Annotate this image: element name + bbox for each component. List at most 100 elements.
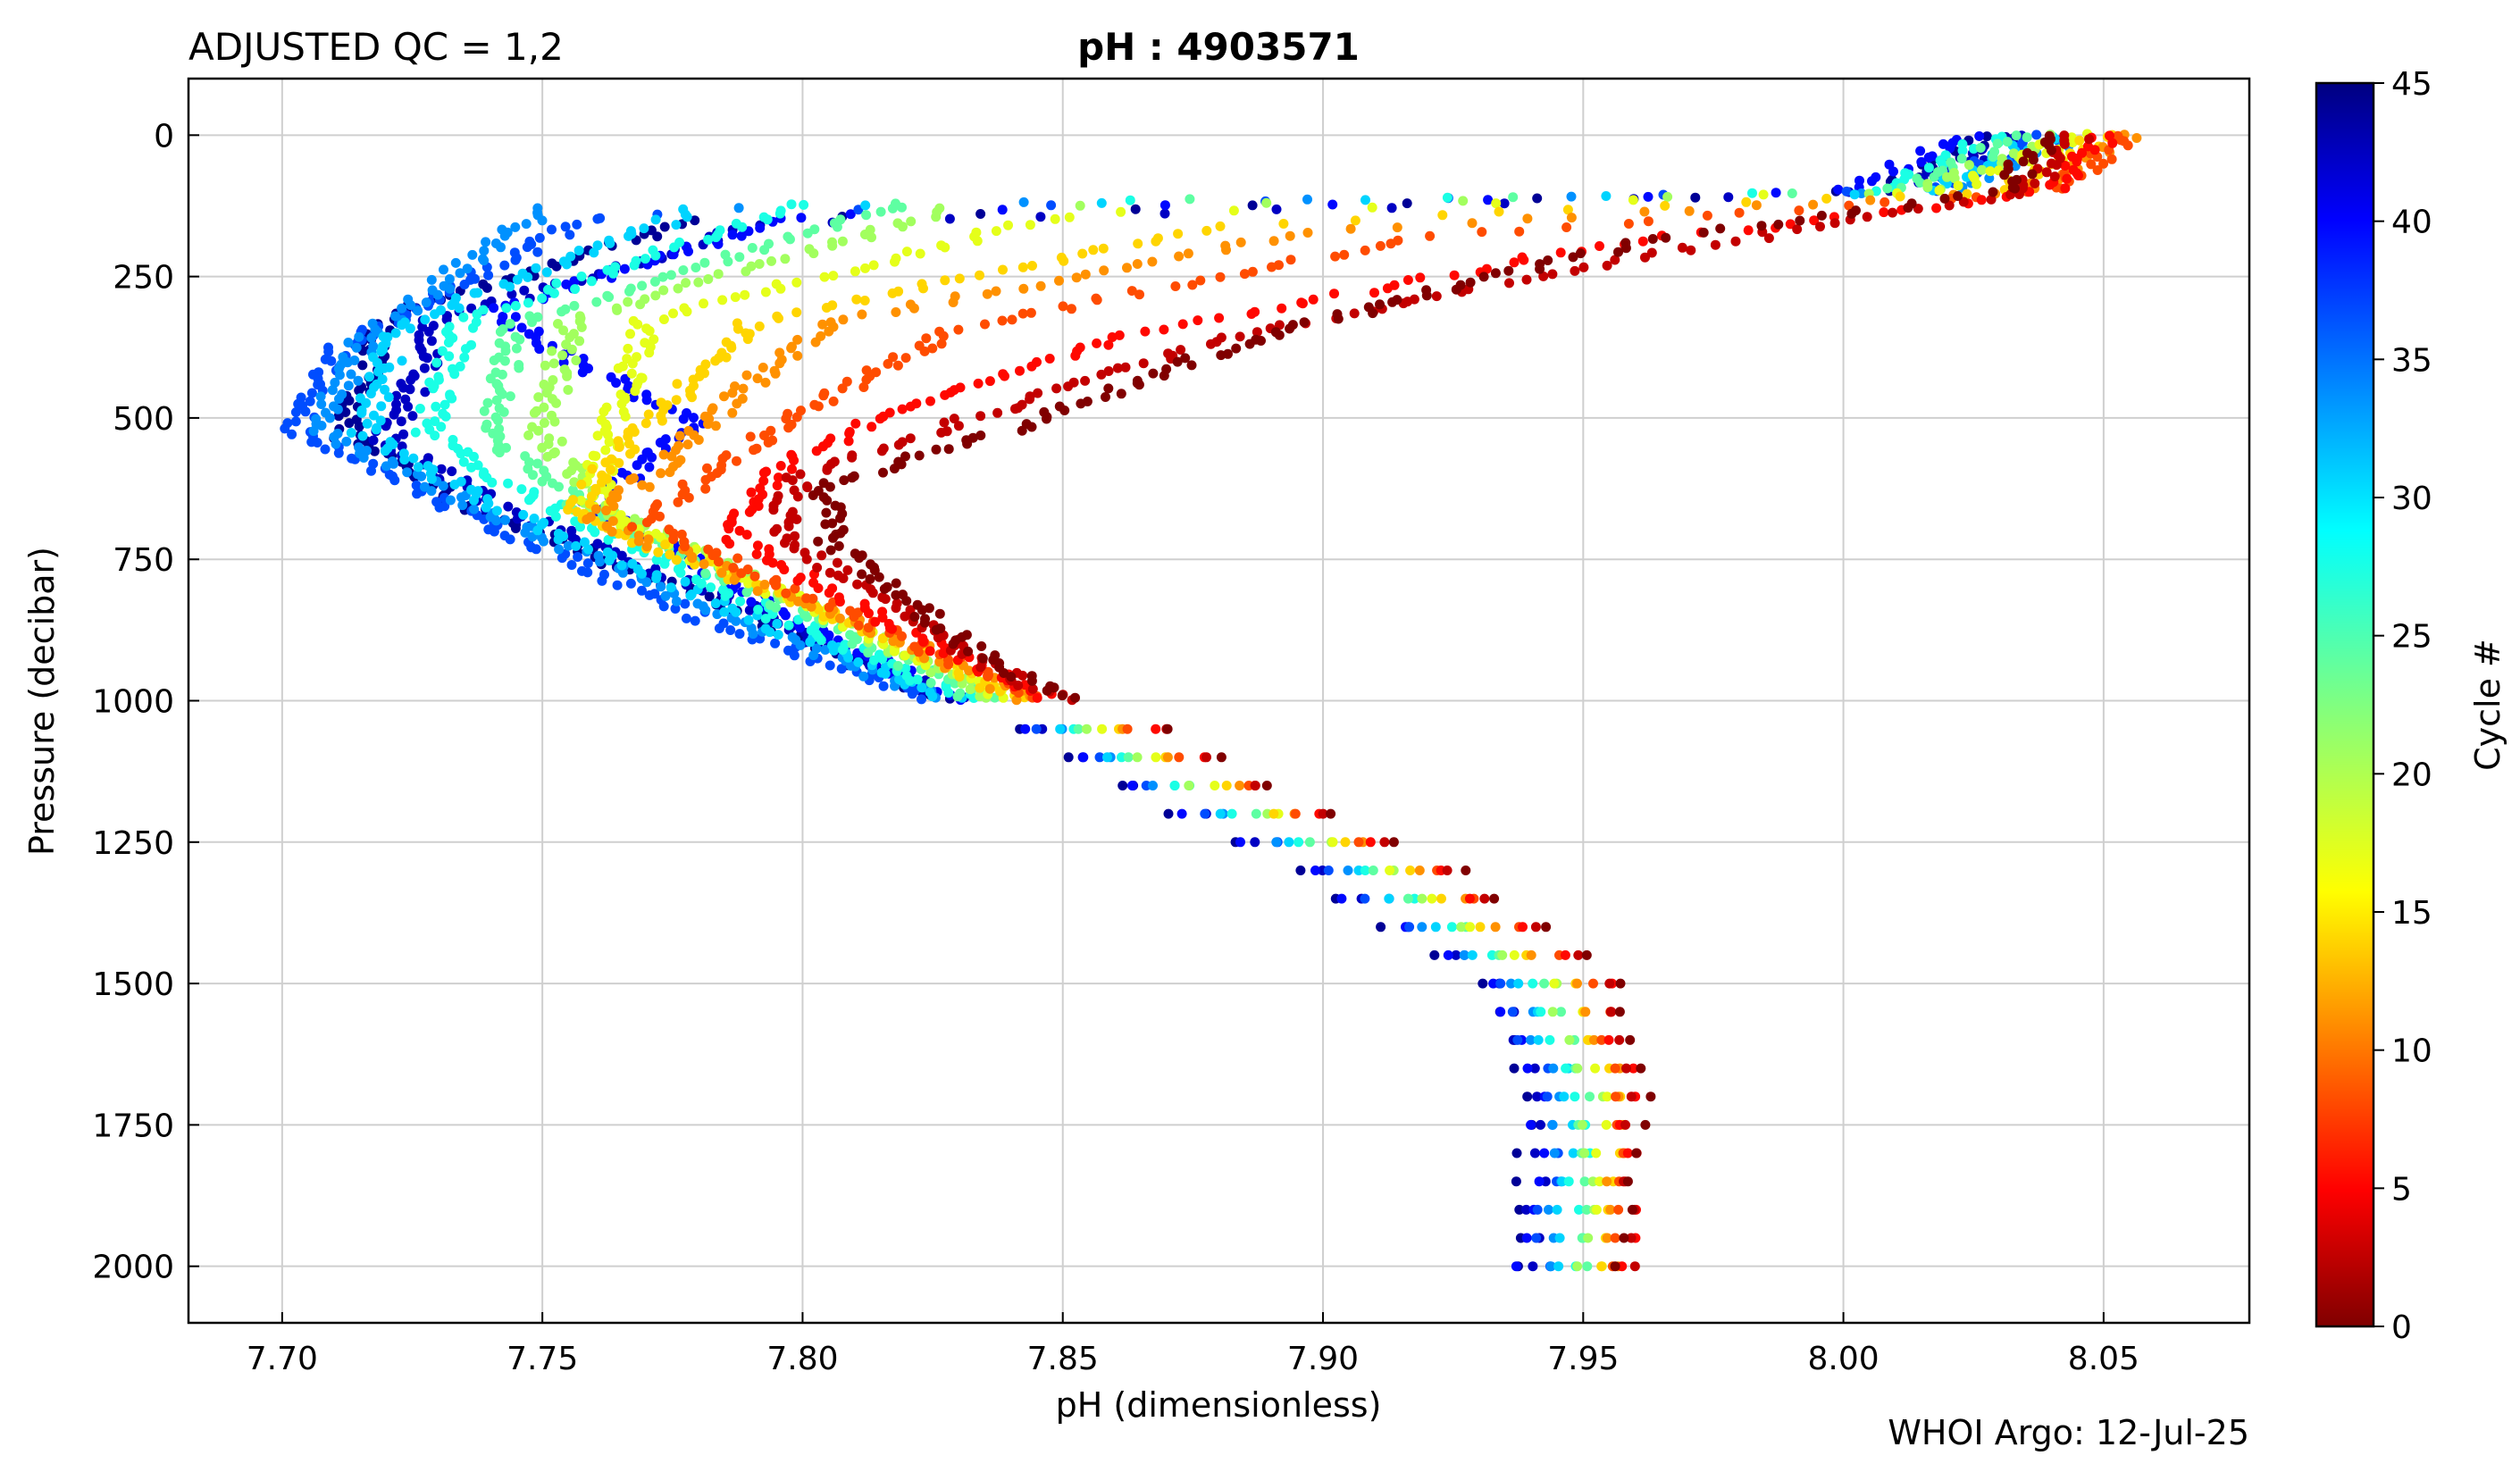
data-point bbox=[975, 411, 986, 422]
colorbar-tick-label: 45 bbox=[2391, 66, 2432, 103]
data-point bbox=[1495, 1007, 1506, 1017]
colorbar-tick-label: 10 bbox=[2391, 1033, 2432, 1070]
data-point bbox=[1559, 1091, 1570, 1102]
data-point bbox=[479, 255, 490, 266]
data-point bbox=[496, 242, 506, 253]
data-point bbox=[1815, 222, 1825, 232]
data-point bbox=[828, 396, 839, 406]
data-point bbox=[1216, 752, 1227, 763]
data-point bbox=[747, 243, 758, 253]
data-point bbox=[1026, 361, 1037, 372]
data-point bbox=[1271, 837, 1282, 848]
data-point bbox=[740, 289, 750, 300]
data-point bbox=[613, 363, 624, 373]
data-point bbox=[666, 451, 677, 462]
data-point bbox=[1017, 670, 1028, 681]
data-point bbox=[586, 276, 597, 287]
data-point bbox=[625, 578, 636, 589]
data-point bbox=[850, 418, 861, 429]
data-point bbox=[1507, 1007, 1518, 1017]
data-point bbox=[575, 522, 585, 532]
data-point bbox=[1133, 238, 1143, 249]
data-point bbox=[837, 645, 848, 655]
data-point bbox=[1201, 752, 1211, 763]
data-point bbox=[1579, 1176, 1590, 1187]
data-point bbox=[443, 338, 454, 347]
data-point bbox=[1588, 978, 1598, 989]
data-point bbox=[1747, 188, 1757, 198]
data-point bbox=[650, 214, 661, 225]
data-point bbox=[368, 435, 379, 446]
data-point bbox=[998, 264, 1008, 275]
data-point bbox=[391, 390, 402, 401]
data-point bbox=[1170, 281, 1181, 291]
data-point bbox=[900, 451, 910, 462]
cycle-profile-39 bbox=[721, 130, 2118, 1272]
data-point bbox=[632, 460, 642, 471]
data-point bbox=[657, 272, 668, 282]
data-point bbox=[592, 431, 603, 441]
data-point bbox=[1310, 866, 1320, 875]
data-point bbox=[1151, 752, 1161, 763]
data-point bbox=[566, 560, 577, 570]
data-point bbox=[582, 567, 593, 578]
data-point bbox=[1250, 837, 1260, 848]
data-point bbox=[1962, 188, 1972, 199]
data-point bbox=[1027, 261, 1037, 271]
data-point bbox=[925, 646, 935, 657]
data-point bbox=[1385, 866, 1395, 875]
data-point bbox=[819, 272, 830, 282]
data-point bbox=[341, 436, 352, 447]
data-point bbox=[505, 319, 515, 329]
data-point bbox=[700, 568, 711, 579]
data-point bbox=[703, 419, 713, 430]
data-point bbox=[1026, 675, 1037, 686]
data-point bbox=[290, 407, 301, 417]
data-point bbox=[914, 450, 925, 461]
data-point bbox=[1931, 203, 1942, 213]
data-point bbox=[649, 334, 659, 345]
data-point bbox=[505, 534, 515, 545]
data-point bbox=[1228, 205, 1239, 216]
data-point bbox=[1756, 221, 1767, 231]
data-point bbox=[1816, 210, 1827, 221]
data-point bbox=[1972, 179, 1982, 189]
y-tick-label: 250 bbox=[113, 260, 174, 297]
data-point bbox=[1588, 1034, 1599, 1045]
data-point bbox=[481, 282, 492, 293]
data-point bbox=[1534, 1176, 1545, 1187]
data-point bbox=[1017, 262, 1028, 272]
data-point bbox=[1977, 164, 1988, 175]
data-point bbox=[940, 389, 950, 400]
data-point bbox=[614, 457, 624, 468]
data-point bbox=[1511, 1176, 1521, 1187]
data-point bbox=[1503, 265, 1514, 276]
data-point bbox=[547, 224, 557, 235]
data-point bbox=[354, 421, 364, 431]
data-point bbox=[768, 505, 779, 515]
chart-title-left: ADJUSTED QC = 1,2 bbox=[188, 25, 564, 69]
data-point bbox=[1620, 243, 1631, 254]
data-point bbox=[549, 416, 560, 427]
data-point bbox=[707, 405, 717, 415]
data-point bbox=[813, 536, 824, 547]
colorbar-tick-label: 20 bbox=[2391, 757, 2432, 793]
data-point bbox=[1490, 268, 1501, 279]
data-point bbox=[1326, 808, 1336, 819]
data-point bbox=[592, 539, 603, 549]
data-point bbox=[1123, 752, 1134, 763]
data-point bbox=[604, 437, 615, 447]
data-point bbox=[577, 367, 588, 378]
data-point bbox=[1519, 255, 1529, 265]
data-point bbox=[742, 334, 753, 345]
data-point bbox=[1221, 245, 1231, 255]
data-point bbox=[783, 422, 794, 433]
data-point bbox=[779, 565, 790, 575]
data-point bbox=[2098, 158, 2109, 169]
data-point bbox=[808, 650, 819, 661]
data-point bbox=[553, 534, 564, 545]
data-point bbox=[551, 261, 562, 272]
data-point bbox=[501, 303, 512, 314]
data-point bbox=[2074, 135, 2085, 146]
data-point bbox=[1215, 221, 1226, 231]
